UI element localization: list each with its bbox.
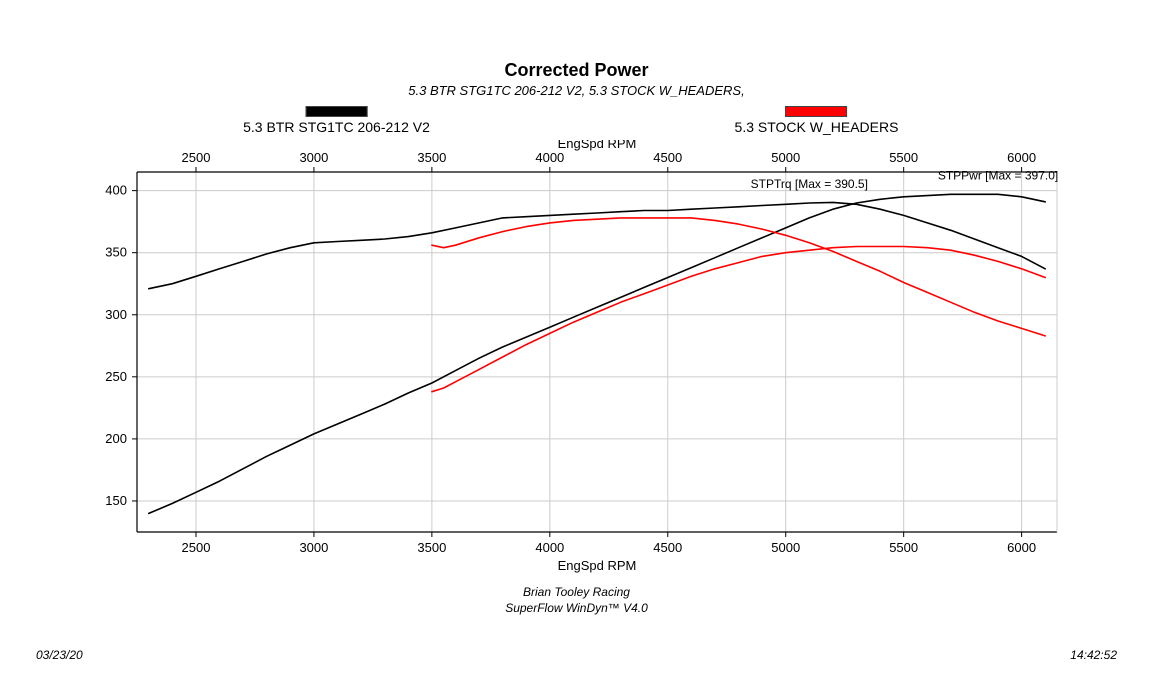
x-tick-label: 3500 — [417, 540, 446, 555]
annotation-label: STPPwr [Max = 397.0] — [937, 168, 1057, 182]
x-axis-label-top: EngSpd RPM — [557, 140, 636, 151]
x-tick-label-top: 2500 — [181, 150, 210, 165]
x-tick-label: 5000 — [771, 540, 800, 555]
footer-caption: Brian Tooley Racing SuperFlow WinDyn™ V4… — [30, 584, 1123, 616]
legend: 5.3 BTR STG1TC 206-212 V2 5.3 STOCK W_HEA… — [77, 106, 1077, 140]
y-tick-label: 200 — [105, 431, 127, 446]
chart-subtitle: 5.3 BTR STG1TC 206-212 V2, 5.3 STOCK W_H… — [30, 83, 1123, 98]
legend-label: 5.3 STOCK W_HEADERS — [735, 119, 899, 135]
legend-item: 5.3 STOCK W_HEADERS — [735, 106, 899, 135]
footer-caption-line2: SuperFlow WinDyn™ V4.0 — [505, 601, 648, 615]
x-tick-label: 4500 — [653, 540, 682, 555]
x-tick-label: 2500 — [181, 540, 210, 555]
x-tick-label: 6000 — [1007, 540, 1036, 555]
x-axis-label-bottom: EngSpd RPM — [557, 558, 636, 573]
chart-title: Corrected Power — [30, 60, 1123, 81]
title-block: Corrected Power 5.3 BTR STG1TC 206-212 V… — [30, 60, 1123, 98]
x-tick-label: 3000 — [299, 540, 328, 555]
page-root: Corrected Power 5.3 BTR STG1TC 206-212 V… — [0, 0, 1153, 700]
y-tick-label: 350 — [105, 245, 127, 260]
x-tick-label-top: 4500 — [653, 150, 682, 165]
y-tick-label: 400 — [105, 183, 127, 198]
x-tick-label: 5500 — [889, 540, 918, 555]
legend-item: 5.3 BTR STG1TC 206-212 V2 — [243, 106, 430, 135]
annotation-label: STPTrq [Max = 390.5] — [750, 177, 867, 191]
y-tick-label: 300 — [105, 307, 127, 322]
footer-date: 03/23/20 — [36, 648, 83, 662]
legend-swatch — [305, 106, 367, 117]
x-tick-label-top: 3000 — [299, 150, 328, 165]
x-tick-label-top: 4000 — [535, 150, 564, 165]
chart-area: 2500 3000 3500 4000 4500 5000 5500 6000 2500 3000… — [77, 140, 1077, 580]
x-tick-label: 4000 — [535, 540, 564, 555]
footer-caption-line1: Brian Tooley Racing — [523, 585, 630, 599]
footer-time: 14:42:52 — [1070, 648, 1117, 662]
legend-swatch — [786, 106, 848, 117]
y-tick-label: 250 — [105, 369, 127, 384]
dyno-chart: 2500 3000 3500 4000 4500 5000 5500 6000 2500 3000… — [77, 140, 1077, 580]
y-tick-label: 150 — [105, 493, 127, 508]
x-tick-label-top: 6000 — [1007, 150, 1036, 165]
x-tick-label-top: 5000 — [771, 150, 800, 165]
x-tick-label-top: 5500 — [889, 150, 918, 165]
x-tick-label-top: 3500 — [417, 150, 446, 165]
legend-label: 5.3 BTR STG1TC 206-212 V2 — [243, 119, 430, 135]
